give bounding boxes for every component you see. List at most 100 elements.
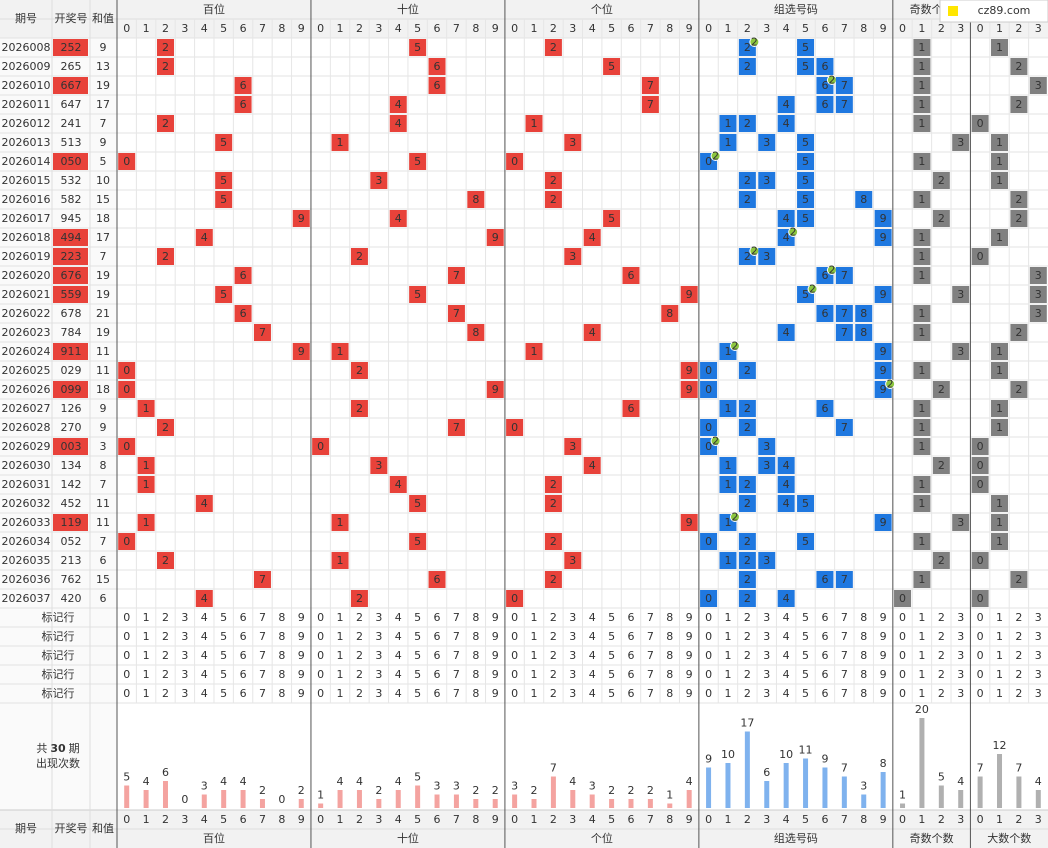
- combo-cell: 2: [744, 592, 751, 605]
- big-cell-bg: [991, 153, 1009, 170]
- combo-cell-bg: [758, 248, 776, 265]
- marker-digit: 1: [996, 687, 1003, 700]
- issue: 2026015: [2, 174, 51, 187]
- combo-cell-bg: [797, 153, 815, 170]
- count-bar: [143, 790, 149, 808]
- combo-cell-bg: [758, 134, 776, 151]
- sum: 15: [96, 193, 110, 206]
- big-cell-bg: [991, 134, 1009, 151]
- pair-badge: 2: [887, 378, 894, 391]
- marker-digit: 8: [472, 611, 479, 624]
- digit-cell-bg: [409, 39, 427, 56]
- marker-digit: 1: [531, 611, 538, 624]
- sum: 19: [96, 269, 110, 282]
- marker-digit: 5: [802, 649, 809, 662]
- combo-cell-bg: [816, 305, 834, 322]
- combo-cell-bg: [855, 324, 873, 341]
- marker-digit: 1: [724, 630, 731, 643]
- marker-digit: 1: [996, 668, 1003, 681]
- count-label: 2: [531, 784, 538, 797]
- column-label: 0: [705, 22, 712, 35]
- odd-cell-bg: [913, 400, 931, 417]
- combo-cell: 4: [783, 478, 790, 491]
- marker-digit: 2: [938, 687, 945, 700]
- digit-cell-bg: [583, 457, 601, 474]
- column-label: 6: [240, 813, 247, 826]
- digit-cell: 2: [550, 535, 557, 548]
- column-label: 4: [589, 813, 596, 826]
- column-label: 1: [531, 22, 538, 35]
- column-label: 8: [278, 22, 285, 35]
- digit-cell: 2: [550, 174, 557, 187]
- marker-digit: 1: [531, 630, 538, 643]
- marker-digit: 8: [278, 649, 285, 662]
- digit-cell-bg: [350, 590, 368, 607]
- digit-cell: 9: [686, 383, 693, 396]
- marker-digit: 5: [414, 668, 421, 681]
- pair-badge-bg: [788, 227, 799, 237]
- big-cell-bg: [1029, 286, 1047, 303]
- big-cell-bg: [991, 400, 1009, 417]
- marker-digit: 1: [996, 649, 1003, 662]
- digit-cell-bg: [389, 115, 407, 132]
- combo-cell-bg: [835, 419, 853, 436]
- count-bar: [628, 799, 634, 808]
- digit-cell: 6: [240, 98, 247, 111]
- combo-cell-bg: [777, 457, 795, 474]
- column-label: 4: [201, 22, 208, 35]
- issue: 2026036: [2, 573, 51, 586]
- count-label: 6: [162, 766, 169, 779]
- marker-digit: 9: [298, 668, 305, 681]
- count-label: 2: [472, 784, 479, 797]
- big-cell-bg: [991, 495, 1009, 512]
- digit-cell-bg: [234, 267, 252, 284]
- digit-cell: 6: [240, 307, 247, 320]
- digit-cell-bg: [137, 514, 155, 531]
- marker-digit: 1: [996, 630, 1003, 643]
- sum: 18: [96, 383, 110, 396]
- big-cell-bg: [1029, 267, 1047, 284]
- combo-cell-bg: [874, 229, 892, 246]
- marker-digit: 0: [977, 687, 984, 700]
- count-bar: [356, 790, 362, 808]
- combo-cell: 6: [821, 79, 828, 92]
- marker-digit: 1: [143, 649, 150, 662]
- column-label: 7: [259, 22, 266, 35]
- group-footer: 组选号码: [774, 831, 818, 845]
- digit-cell: 1: [143, 402, 150, 415]
- issue: 2026021: [2, 288, 51, 301]
- marker-digit: 1: [337, 611, 344, 624]
- digit-cell: 8: [472, 326, 479, 339]
- combo-cell: 5: [802, 155, 809, 168]
- marker-digit: 2: [744, 630, 751, 643]
- big-cell-bg: [1010, 324, 1028, 341]
- digit-cell-bg: [312, 438, 330, 455]
- combo-cell: 5: [802, 212, 809, 225]
- sum: 9: [100, 41, 107, 54]
- marker-digit: 0: [705, 649, 712, 662]
- combo-cell: 9: [880, 516, 887, 529]
- sum: 21: [96, 307, 110, 320]
- odd-cell: 3: [957, 136, 964, 149]
- marker-digit: 8: [666, 649, 673, 662]
- big-cell: 1: [996, 345, 1003, 358]
- number-highlight: [53, 286, 88, 303]
- combo-cell: 1: [724, 345, 731, 358]
- digit-cell-bg: [370, 457, 388, 474]
- sum: 13: [96, 60, 110, 73]
- column-label: 0: [899, 22, 906, 35]
- marker-digit: 1: [337, 630, 344, 643]
- big-cell: 1: [996, 155, 1003, 168]
- digit-cell-bg: [389, 210, 407, 227]
- odd-cell-bg: [932, 457, 950, 474]
- count-label: 10: [721, 748, 735, 761]
- combo-cell-bg: [738, 58, 756, 75]
- digit-cell: 4: [589, 231, 596, 244]
- marker-digit: 2: [356, 649, 363, 662]
- marker-digit: 7: [841, 649, 848, 662]
- count-bar: [841, 776, 847, 808]
- marker-digit: 4: [395, 630, 402, 643]
- marker-digit: 2: [162, 687, 169, 700]
- column-label: 8: [472, 22, 479, 35]
- marker-digit: 5: [608, 630, 615, 643]
